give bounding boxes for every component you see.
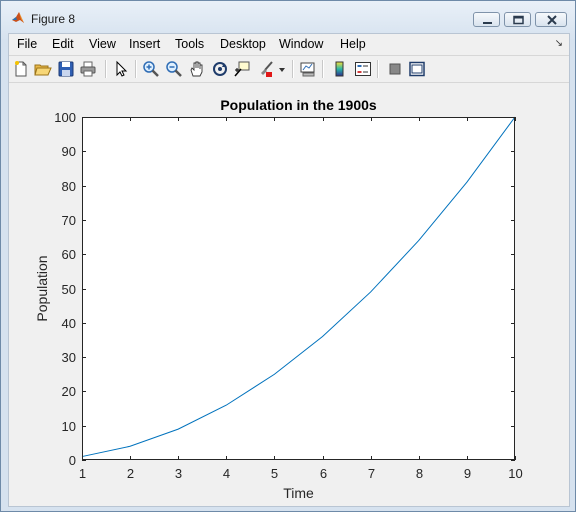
matlab-logo-icon xyxy=(11,11,25,25)
y-tick-label: 50 xyxy=(62,282,76,297)
toolbar-separator xyxy=(292,60,294,78)
y-tick-label: 60 xyxy=(62,247,76,262)
menu-window[interactable]: Window xyxy=(279,37,324,51)
menu-file[interactable]: File xyxy=(17,37,38,51)
menu-overflow-arrow-icon[interactable]: ↘ xyxy=(554,38,563,49)
minimize-button[interactable] xyxy=(473,12,500,27)
x-tick-label: 9 xyxy=(464,466,471,481)
x-tick-label: 4 xyxy=(223,466,230,481)
y-tick-label: 30 xyxy=(62,350,76,365)
insert-colorbar-icon[interactable] xyxy=(331,60,349,78)
x-tick-label: 7 xyxy=(368,466,375,481)
menu-view[interactable]: View xyxy=(89,37,116,51)
menu-edit[interactable]: Edit xyxy=(52,37,74,51)
menu-desktop[interactable]: Desktop xyxy=(220,37,266,51)
save-icon[interactable] xyxy=(57,60,75,78)
y-tick-label: 10 xyxy=(62,419,76,434)
figure-canvas: 1 2 3 4 5 6 7 8 9 10 0 10 20 30 40 50 60 70 80 90 100 Populat… xyxy=(9,83,569,506)
window-title: Figure 8 xyxy=(31,12,76,26)
title-bar[interactable]: Figure 8 xyxy=(1,1,575,33)
figure-client-area: File Edit View Insert Tools Desktop Wind… xyxy=(8,33,570,507)
figure-toolbar xyxy=(9,55,569,83)
rotate-3d-icon[interactable] xyxy=(211,60,229,78)
menu-insert[interactable]: Insert xyxy=(129,37,161,51)
close-icon xyxy=(547,15,557,25)
x-tick-label: 5 xyxy=(271,466,278,481)
link-plot-icon[interactable] xyxy=(299,60,317,78)
edit-plot-cursor-icon[interactable] xyxy=(112,60,130,78)
axes-background xyxy=(82,117,515,460)
pan-hand-icon[interactable] xyxy=(188,60,206,78)
chart-title: Population in the 1900s xyxy=(220,97,377,113)
x-tick-label: 6 xyxy=(320,466,327,481)
zoom-in-icon[interactable] xyxy=(142,60,160,78)
x-tick-label: 3 xyxy=(175,466,182,481)
axes-box xyxy=(82,117,515,460)
x-tick-label: 8 xyxy=(416,466,423,481)
maximize-button[interactable] xyxy=(504,12,531,27)
insert-legend-icon[interactable] xyxy=(354,60,372,78)
toolbar-separator xyxy=(105,60,107,78)
maximize-icon xyxy=(513,15,524,25)
new-figure-icon[interactable] xyxy=(12,60,30,78)
minimize-icon xyxy=(483,22,492,24)
y-tick-label: 90 xyxy=(62,144,76,159)
y-axis-label: Population xyxy=(34,255,50,321)
x-axis-label: Time xyxy=(283,485,314,501)
open-file-icon[interactable] xyxy=(34,60,52,78)
brush-dropdown-icon[interactable] xyxy=(277,60,287,78)
y-tick-label: 40 xyxy=(62,316,76,331)
y-tick-label: 20 xyxy=(62,384,76,399)
y-tick-label: 100 xyxy=(54,110,76,125)
y-tick-label: 0 xyxy=(69,453,76,468)
series-line xyxy=(81,116,516,458)
y-tick-label: 70 xyxy=(62,213,76,228)
hide-plot-tools-icon[interactable] xyxy=(386,60,404,78)
line-chart[interactable]: 1 2 3 4 5 6 7 8 9 100102030405060708090100Populat… xyxy=(9,83,569,506)
show-plot-tools-icon[interactable] xyxy=(408,60,426,78)
data-cursor-icon[interactable] xyxy=(233,60,251,78)
menu-tools[interactable]: Tools xyxy=(175,37,205,51)
menu-help[interactable]: Help xyxy=(340,37,366,51)
menu-bar: File Edit View Insert Tools Desktop Wind… xyxy=(9,34,569,54)
toolbar-separator xyxy=(322,60,324,78)
print-icon[interactable] xyxy=(79,60,97,78)
toolbar-separator xyxy=(377,60,379,78)
x-tick-label: 1 xyxy=(79,466,86,481)
toolbar-separator xyxy=(135,60,137,78)
y-tick-label: 80 xyxy=(62,179,76,194)
close-button[interactable] xyxy=(535,12,567,27)
zoom-out-icon[interactable] xyxy=(165,60,183,78)
x-tick-label: 10 xyxy=(508,466,522,481)
brush-icon[interactable] xyxy=(257,60,275,78)
x-tick-label: 2 xyxy=(127,466,134,481)
